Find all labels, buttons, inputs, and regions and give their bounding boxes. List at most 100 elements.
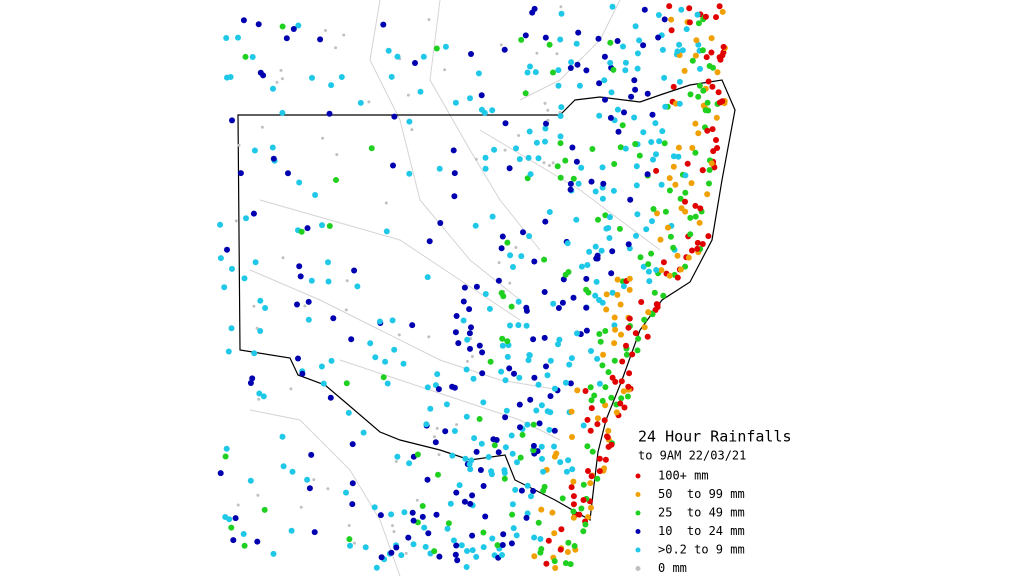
station-dot	[629, 351, 636, 358]
station-dot	[567, 180, 574, 187]
station-dot	[584, 262, 591, 268]
station-dot	[559, 5, 563, 9]
station-dot	[419, 513, 426, 520]
station-dot	[633, 232, 639, 239]
station-dot	[601, 465, 608, 472]
station-dot	[655, 12, 662, 18]
station-dot	[502, 414, 509, 421]
station-dot	[636, 152, 643, 159]
station-dot	[335, 153, 339, 157]
station-dot	[530, 447, 537, 454]
station-dot	[633, 182, 640, 189]
station-dot	[550, 69, 556, 76]
station-dot	[232, 515, 239, 522]
station-dot	[303, 304, 307, 308]
station-dot	[670, 83, 677, 90]
station-dot	[645, 261, 652, 268]
station-dot	[699, 241, 706, 247]
station-dot	[554, 163, 561, 170]
station-dot	[217, 221, 224, 228]
station-dot	[518, 36, 525, 43]
station-dot	[279, 68, 283, 72]
station-dot	[507, 252, 514, 259]
station-dot	[523, 322, 530, 329]
station-dot	[553, 450, 560, 457]
station-dot	[714, 145, 721, 151]
station-dot	[713, 14, 719, 21]
station-dot	[595, 35, 602, 42]
station-dot	[523, 307, 530, 314]
station-dot	[455, 340, 462, 347]
station-dot	[318, 363, 325, 370]
station-dot	[317, 36, 324, 43]
station-dot	[570, 478, 577, 485]
station-dot	[463, 413, 470, 420]
station-dot	[677, 195, 684, 202]
station-dot	[719, 98, 726, 105]
station-dot	[541, 256, 548, 263]
station-dot	[217, 470, 224, 477]
station-dot	[466, 330, 473, 337]
legend-label: 100+ mm	[658, 469, 709, 483]
station-dot	[634, 347, 641, 354]
station-dot	[694, 239, 701, 246]
station-dot	[525, 154, 532, 161]
station-dot	[487, 358, 494, 365]
station-dot	[348, 336, 355, 343]
station-dot	[557, 174, 564, 181]
station-dot	[531, 553, 538, 560]
station-dot	[530, 421, 537, 428]
station-dot	[706, 180, 712, 187]
station-dot	[558, 104, 565, 111]
station-dot	[518, 487, 525, 494]
station-dot	[670, 153, 677, 160]
station-dot	[624, 393, 631, 400]
station-dot	[530, 442, 537, 449]
station-dot	[454, 557, 461, 564]
station-dot	[531, 374, 538, 381]
station-dot	[385, 47, 392, 54]
station-dot	[442, 43, 449, 50]
station-dot	[656, 138, 663, 145]
station-dot	[666, 272, 673, 279]
station-dot	[632, 86, 639, 93]
station-dot	[650, 206, 657, 212]
station-dot	[618, 378, 625, 385]
station-dot	[650, 156, 656, 163]
station-dot	[433, 45, 440, 52]
station-dot	[224, 74, 230, 81]
station-dot	[666, 3, 673, 10]
station-dot	[626, 370, 633, 377]
station-dot	[693, 37, 700, 44]
station-dot	[646, 278, 653, 285]
station-dot	[533, 407, 540, 414]
station-dot	[674, 274, 681, 281]
station-dot	[466, 461, 473, 468]
station-dot	[676, 41, 683, 48]
station-dot	[546, 108, 550, 112]
station-dot	[614, 38, 621, 44]
station-dot	[699, 47, 706, 54]
station-dot	[708, 49, 715, 56]
station-dot	[326, 223, 333, 229]
station-dot	[589, 448, 596, 455]
station-dot	[659, 128, 666, 135]
station-dot	[677, 266, 684, 273]
station-dot	[603, 306, 610, 313]
station-dot	[489, 213, 496, 220]
station-dot	[326, 110, 333, 117]
station-dot	[681, 67, 688, 74]
station-dot	[437, 453, 441, 457]
station-dot	[596, 331, 603, 337]
station-dot	[617, 301, 624, 308]
station-dot	[432, 435, 436, 439]
station-dot	[294, 301, 300, 308]
station-dot	[678, 6, 685, 13]
station-dot	[622, 67, 629, 74]
station-dot	[567, 65, 574, 71]
station-dot	[262, 305, 269, 311]
station-dot	[479, 370, 486, 377]
legend-title: 24 Hour Rainfalls	[638, 428, 792, 446]
station-dot	[498, 290, 505, 296]
station-dot	[594, 252, 601, 259]
